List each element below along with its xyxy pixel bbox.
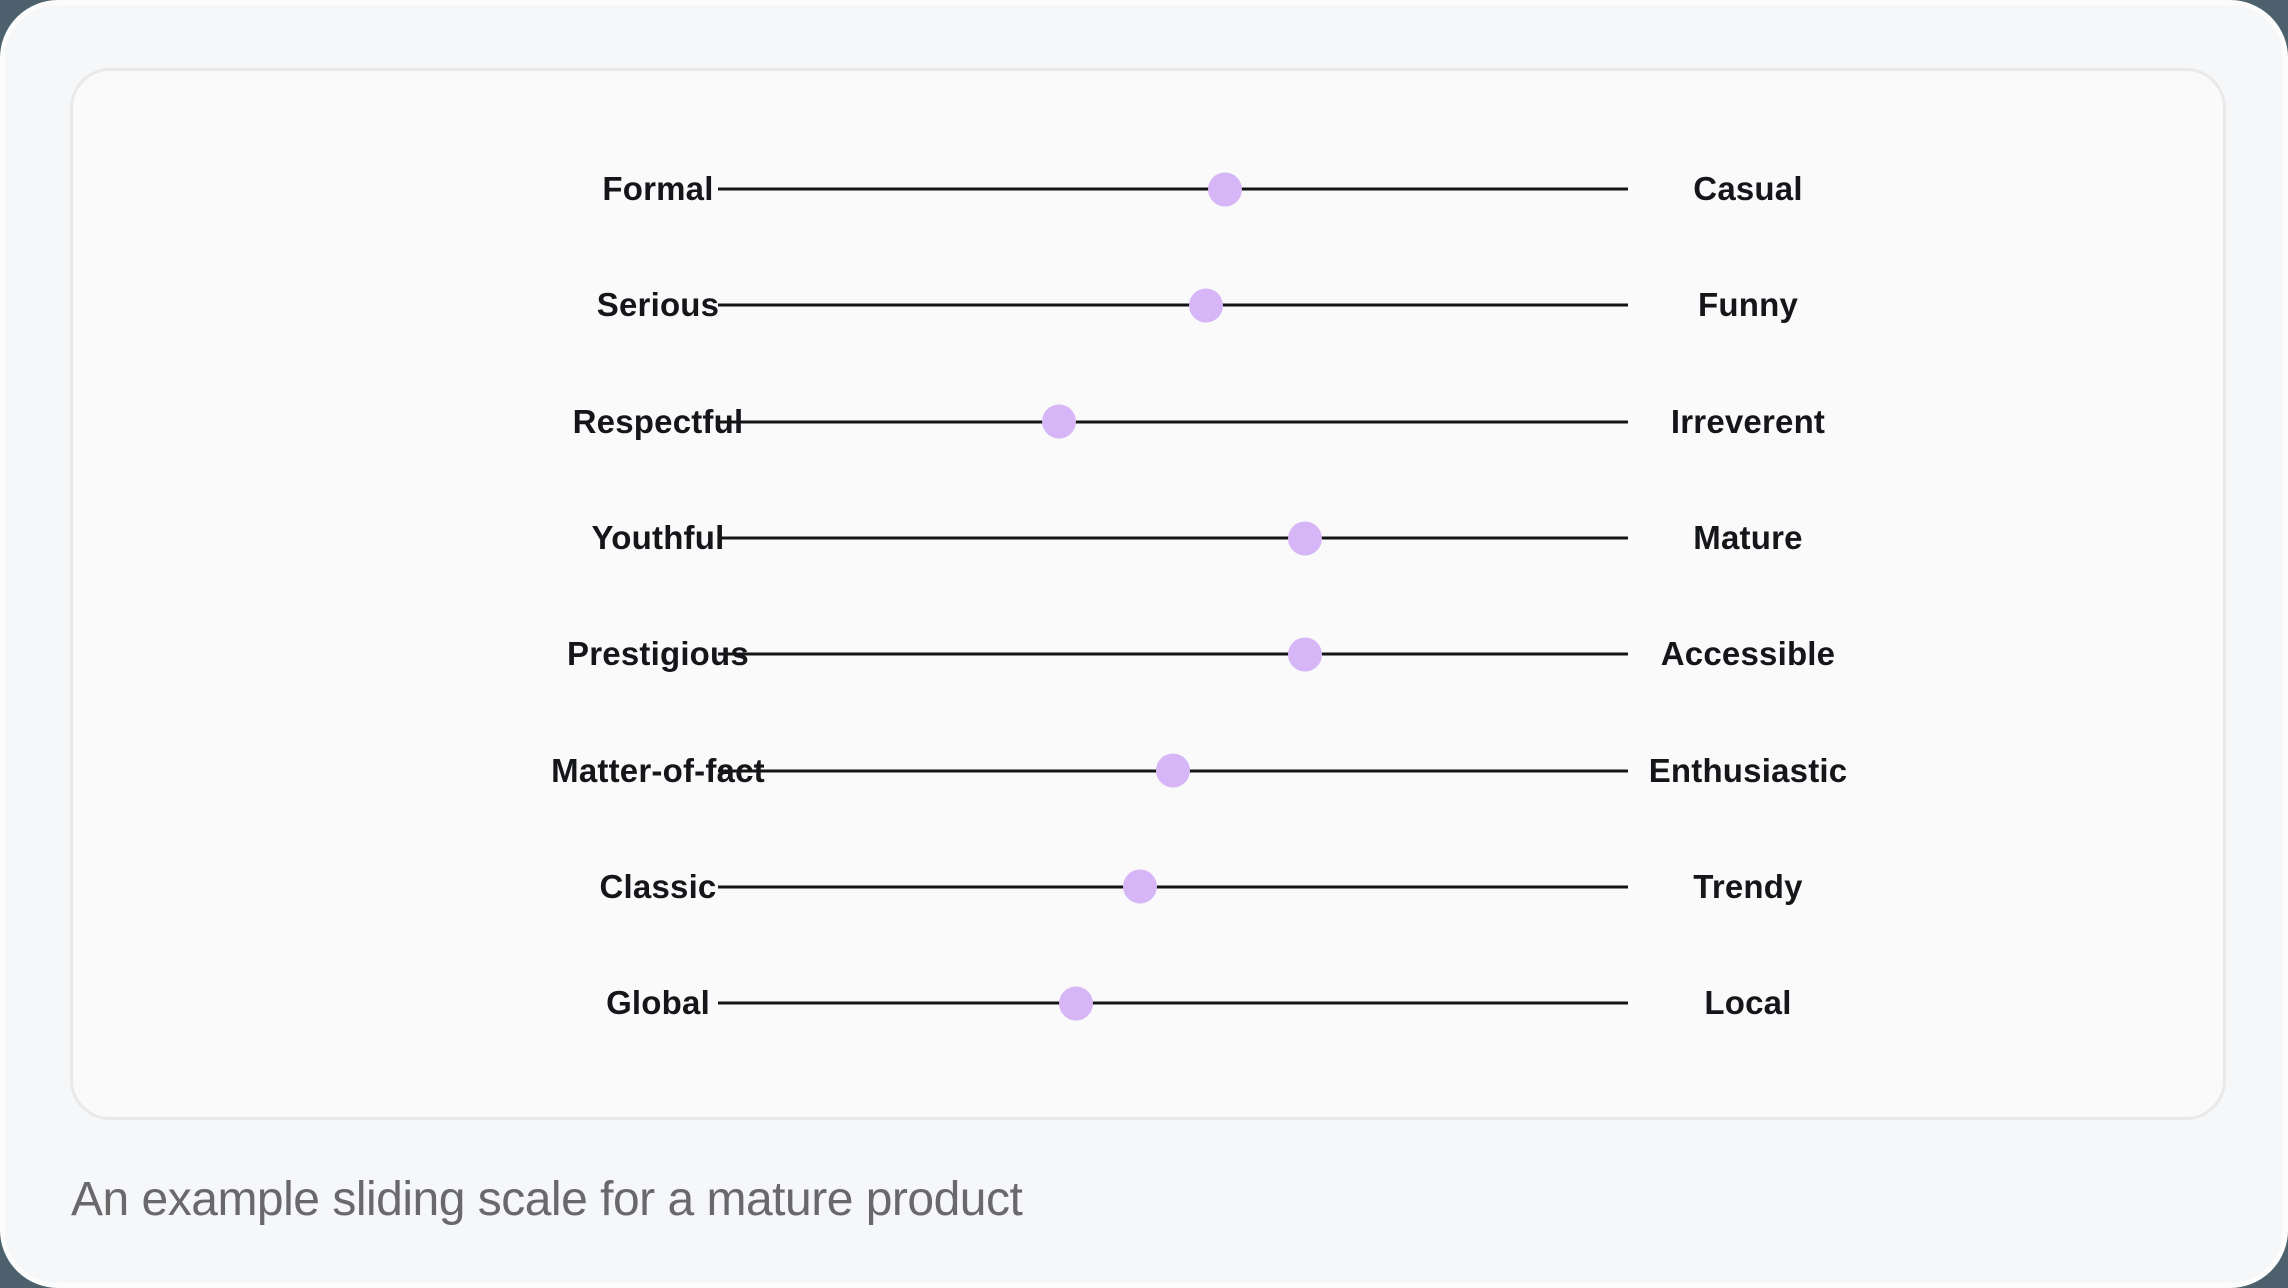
slider-row: Respectful Irreverent	[73, 364, 2223, 480]
slider-track[interactable]	[718, 869, 1628, 904]
slider-track[interactable]	[718, 288, 1628, 323]
slider-row: Global Local	[73, 945, 2223, 1061]
left-label: Classic	[599, 867, 717, 905]
left-label: Serious	[596, 286, 720, 324]
slider-handle[interactable]	[1188, 288, 1223, 323]
right-label: Irreverent	[1670, 402, 1826, 440]
slider-handle[interactable]	[1058, 986, 1093, 1021]
sliding-scale-card: Formal Casual Serious Funny Respectful I…	[70, 68, 2226, 1120]
slider-handle[interactable]	[1287, 637, 1322, 672]
right-label: Mature	[1693, 519, 1803, 557]
left-label: Respectful	[572, 402, 744, 440]
slider-row: Serious Funny	[73, 247, 2223, 363]
right-label: Funny	[1698, 286, 1798, 324]
slider-row: Matter-of-fact Enthusiastic	[73, 712, 2223, 828]
right-label: Casual	[1693, 170, 1803, 208]
slider-handle[interactable]	[1156, 753, 1190, 788]
slider-row: Prestigious Accessible	[73, 596, 2223, 712]
right-label: Trendy	[1693, 867, 1803, 905]
right-label: Enthusiastic	[1648, 751, 1848, 789]
right-label: Local	[1704, 984, 1792, 1022]
slider-track[interactable]	[718, 753, 1628, 788]
slider-handle[interactable]	[1287, 521, 1322, 556]
left-label: Formal	[602, 170, 714, 208]
sliders: Formal Casual Serious Funny Respectful I…	[73, 131, 2223, 1061]
left-label: Global	[606, 984, 710, 1022]
slider-track[interactable]	[718, 986, 1628, 1021]
slider-handle[interactable]	[1207, 172, 1242, 207]
slider-track[interactable]	[718, 637, 1628, 672]
slider-track[interactable]	[718, 521, 1628, 556]
slider-row: Classic Trendy	[73, 829, 2223, 945]
slider-row: Youthful Mature	[73, 480, 2223, 596]
caption-text: An example sliding scale for a mature pr…	[71, 1173, 1023, 1226]
slider-handle[interactable]	[1042, 404, 1077, 439]
slider-row: Formal Casual	[73, 131, 2223, 247]
slider-track[interactable]	[718, 172, 1628, 207]
left-label: Youthful	[591, 519, 725, 557]
right-label: Accessible	[1660, 635, 1836, 673]
slider-handle[interactable]	[1123, 869, 1158, 904]
slider-track[interactable]	[718, 404, 1628, 439]
